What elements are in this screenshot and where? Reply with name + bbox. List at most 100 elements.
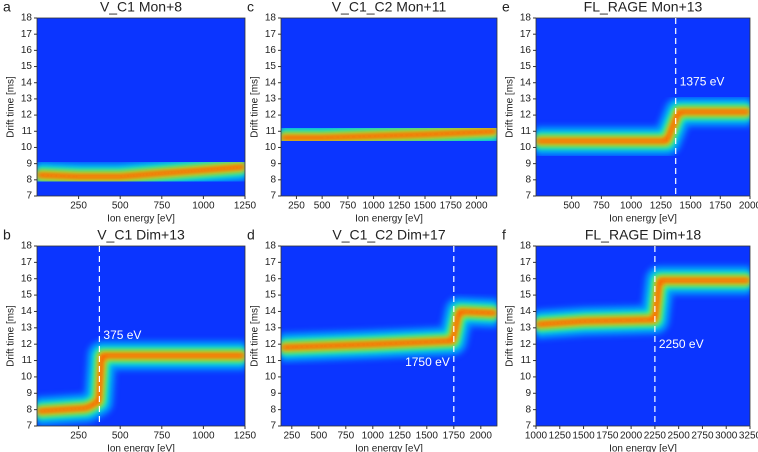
x-axis-label: Ion energy [eV] [609, 444, 677, 452]
x-tick-label: 1000 [362, 201, 385, 212]
x-tick-label: 1250 [234, 201, 257, 212]
x-axis-label: Ion energy [eV] [107, 444, 175, 452]
y-axis-label: Drift time [ms] [6, 76, 17, 138]
y-tick-label: 12 [21, 110, 33, 121]
x-axis-label: Ion energy [eV] [609, 214, 677, 225]
heatmap-ridge [281, 129, 497, 140]
plot-frame [535, 245, 751, 427]
panel-title: FL_RAGE Dim+18 [585, 227, 702, 243]
x-tick-label: 500 [310, 431, 327, 442]
x-tick-label: 1750 [596, 431, 619, 442]
heatmap-ridge [281, 309, 497, 350]
y-tick-label: 17 [520, 257, 532, 268]
y-tick-label: 18 [21, 241, 33, 252]
x-tick-label: 500 [112, 201, 129, 212]
y-tick-label: 8 [26, 404, 32, 415]
y-tick-label: 15 [21, 61, 33, 72]
x-tick-label: 1250 [549, 431, 572, 442]
y-tick-label: 17 [21, 29, 33, 40]
y-axis-label: Drift time [ms] [505, 76, 516, 138]
y-tick-label: 12 [21, 339, 33, 350]
y-tick-label: 13 [520, 322, 532, 333]
y-tick-label: 15 [520, 290, 532, 301]
y-tick-label: 13 [21, 94, 33, 105]
heatmap [37, 246, 245, 426]
y-tick-label: 13 [520, 94, 532, 105]
panel: c V_C1_C2 Mon+11 7 8 9 10 11 12 13 14 15 16 17 18 250 5… [247, 0, 498, 225]
y-tick-label: 16 [520, 45, 532, 56]
annotation: 2250 eV [659, 337, 704, 351]
y-tick-label: 11 [521, 355, 532, 366]
heatmap-background [281, 18, 497, 196]
panel: b V_C1 Dim+13 7 8 9 10 11 12 13 14 15 16 17 18 250 500 7… [3, 227, 257, 452]
y-tick-label: 14 [21, 77, 33, 88]
x-tick-label: 1000 [362, 431, 385, 442]
y-tick-label: 16 [21, 273, 33, 284]
y-tick-label: 8 [525, 404, 531, 415]
x-tick-label: 750 [593, 201, 610, 212]
x-tick-label: 750 [340, 201, 357, 212]
y-tick-label: 9 [26, 158, 32, 169]
y-tick-label: 7 [270, 421, 276, 432]
x-tick-label: 2000 [739, 201, 758, 212]
y-tick-label: 18 [520, 241, 532, 252]
x-tick-label: 750 [337, 431, 354, 442]
y-tick-label: 9 [525, 388, 531, 399]
x-tick-label: 1750 [709, 201, 732, 212]
y-tick-label: 14 [21, 306, 33, 317]
x-tick-label: 1250 [234, 431, 257, 442]
y-tick-label: 18 [265, 13, 277, 24]
y-tick-label: 17 [265, 29, 277, 40]
x-tick-label: 250 [70, 201, 87, 212]
y-tick-label: 18 [21, 13, 33, 24]
x-tick-label: 1250 [389, 431, 412, 442]
y-tick-label: 11 [266, 126, 277, 137]
y-tick-label: 7 [26, 421, 32, 432]
x-tick-label: 1000 [192, 431, 215, 442]
y-tick-label: 7 [26, 191, 32, 202]
y-tick-label: 11 [521, 126, 532, 137]
y-tick-label: 9 [26, 388, 32, 399]
y-tick-label: 18 [520, 13, 532, 24]
panel-title: FL_RAGE Mon+13 [584, 0, 703, 15]
plot-frame [535, 17, 751, 197]
y-tick-label: 11 [266, 355, 277, 366]
plot-frame [280, 17, 498, 197]
y-tick-label: 13 [265, 94, 277, 105]
annotation: 1750 eV [405, 355, 450, 369]
x-axis-label: Ion energy [eV] [355, 444, 423, 452]
y-tick-label: 17 [265, 257, 277, 268]
heatmap-ridge [37, 164, 245, 179]
panel-letter: a [3, 0, 11, 15]
y-tick-label: 16 [265, 45, 277, 56]
y-axis-label: Drift time [ms] [6, 305, 17, 367]
panel-title: V_C1 Dim+13 [97, 227, 185, 243]
panel: a V_C1 Mon+8 7 8 9 10 11 12 13 14 15 16 17 18 250 500 75… [3, 0, 257, 225]
y-tick-label: 10 [520, 142, 532, 153]
x-tick-label: 500 [112, 431, 129, 442]
y-tick-label: 13 [21, 322, 33, 333]
y-tick-label: 7 [270, 191, 276, 202]
x-tick-label: 1000 [620, 201, 643, 212]
plot-frame [36, 245, 246, 427]
heatmap-ridge [536, 109, 750, 143]
y-tick-label: 10 [265, 372, 277, 383]
y-tick-label: 12 [265, 110, 277, 121]
y-tick-label: 15 [265, 290, 277, 301]
panel: d V_C1_C2 Dim+17 7 8 9 10 11 12 13 14 15 16 17 18 250 5… [247, 227, 498, 452]
y-tick-label: 12 [265, 339, 277, 350]
x-tick-label: 750 [153, 431, 170, 442]
y-tick-label: 8 [270, 174, 276, 185]
x-tick-label: 2250 [644, 431, 667, 442]
x-tick-label: 3250 [739, 431, 758, 442]
x-tick-label: 1500 [572, 431, 595, 442]
x-tick-label: 500 [314, 201, 331, 212]
y-tick-label: 10 [21, 142, 33, 153]
y-tick-label: 12 [520, 110, 532, 121]
y-tick-label: 9 [270, 158, 276, 169]
y-tick-label: 14 [265, 306, 277, 317]
y-tick-label: 12 [520, 339, 532, 350]
y-tick-label: 7 [525, 421, 531, 432]
y-tick-label: 8 [26, 174, 32, 185]
y-tick-label: 15 [265, 61, 277, 72]
